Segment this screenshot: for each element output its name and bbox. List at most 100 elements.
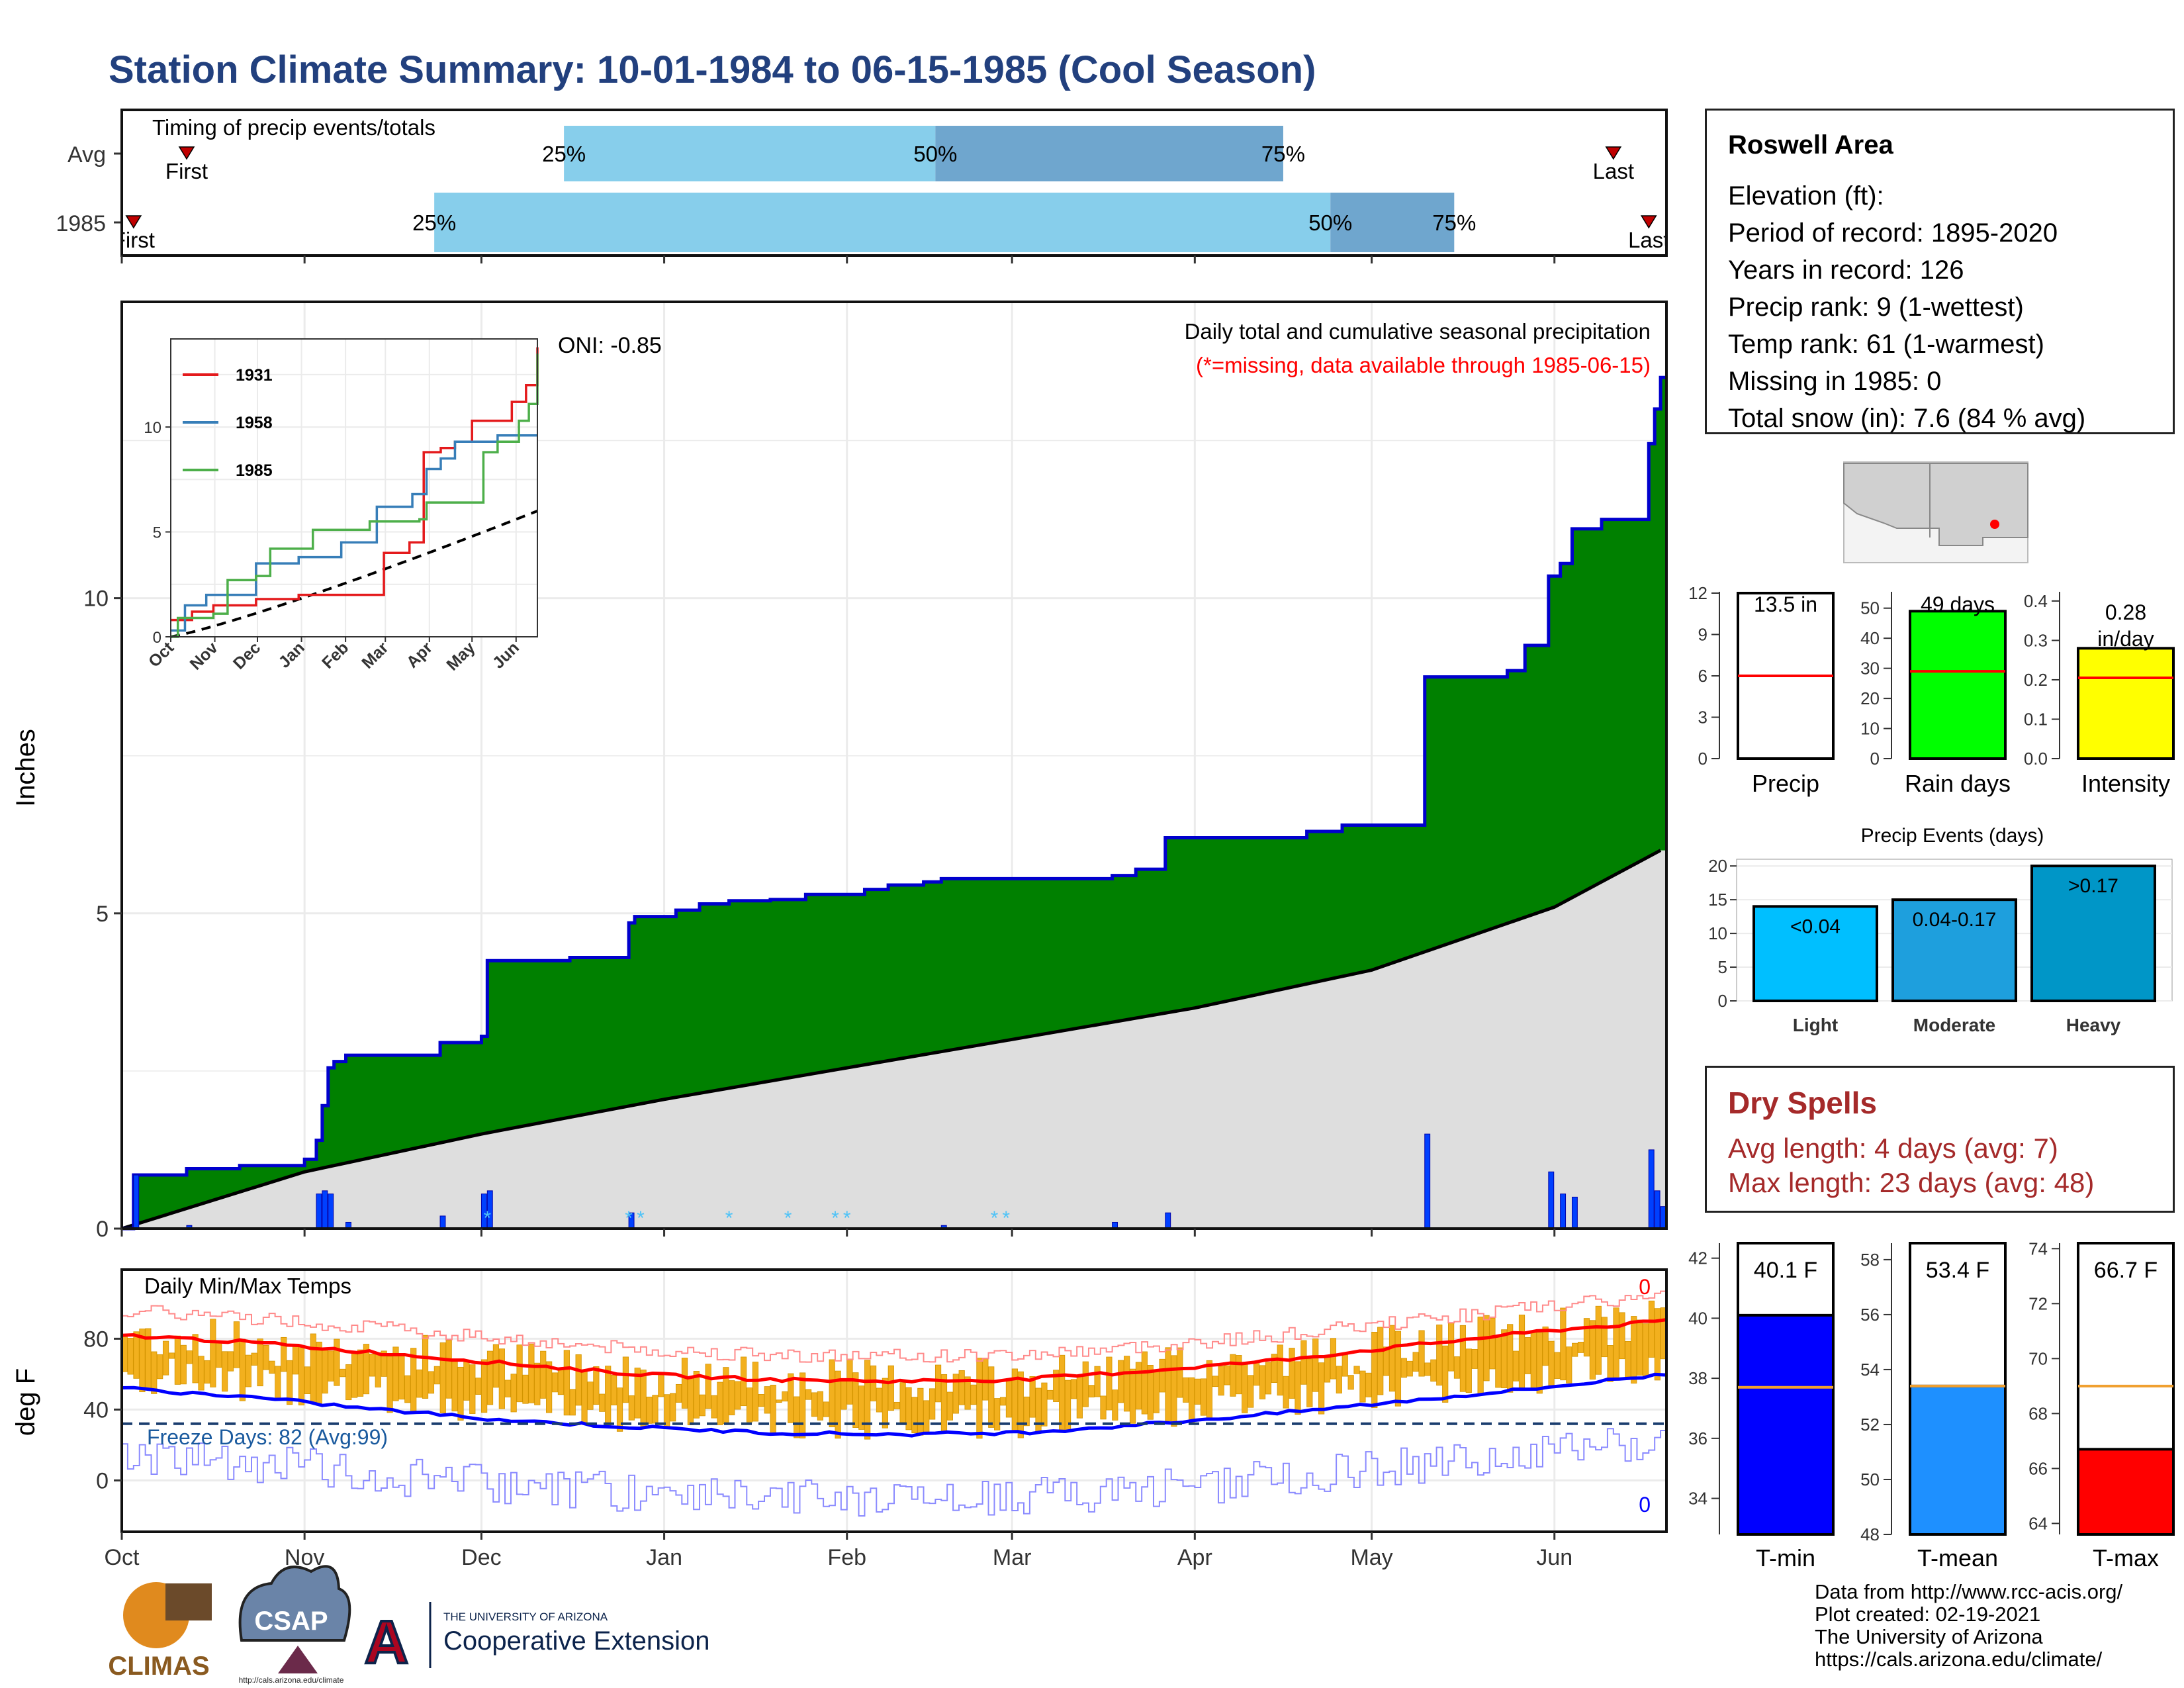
daily-temp-bar bbox=[934, 1364, 942, 1403]
daily-temp-bar bbox=[1206, 1360, 1212, 1419]
daily-temp-bar bbox=[157, 1354, 163, 1380]
daily-temp-bar bbox=[563, 1350, 570, 1416]
daily-temp-bar bbox=[1005, 1380, 1013, 1418]
daily-temp-bar bbox=[534, 1362, 541, 1405]
temp-summary-y-tick-label: 72 bbox=[2028, 1293, 2048, 1313]
daily-temp-bar bbox=[599, 1393, 606, 1412]
ua-logo-big-text: Cooperative Extension bbox=[443, 1626, 709, 1656]
precip-y-axis-label: Inches bbox=[11, 729, 40, 807]
record-high-count: 0 bbox=[1639, 1275, 1651, 1299]
month-tick-label: May bbox=[1350, 1545, 1392, 1570]
daily-temp-bar bbox=[1430, 1359, 1437, 1382]
daily-temp-bar bbox=[622, 1356, 629, 1403]
daily-temp-bar bbox=[1312, 1338, 1319, 1392]
daily-temp-bar bbox=[345, 1364, 352, 1401]
daily-temp-bar bbox=[369, 1354, 375, 1377]
daily-temp-bar bbox=[1336, 1366, 1342, 1394]
inset-legend-label: 1985 bbox=[236, 461, 273, 480]
daily-temp-bar bbox=[593, 1366, 600, 1405]
daily-temp-bar bbox=[1512, 1350, 1520, 1382]
daily-temp-bar bbox=[1147, 1365, 1154, 1420]
daily-temp-bar bbox=[841, 1380, 847, 1410]
daily-temp-bar bbox=[994, 1398, 1001, 1430]
station-elevation: Elevation (ft): bbox=[1728, 181, 1884, 211]
summary-value-label: 49 days bbox=[1921, 592, 1995, 616]
month-tick-label: Dec bbox=[461, 1545, 501, 1570]
daily-temp-bar bbox=[216, 1342, 222, 1368]
daily-temp-bar bbox=[328, 1350, 334, 1382]
daily-temp-bar bbox=[670, 1393, 676, 1422]
summary-y-tick-label: 0.4 bbox=[2024, 591, 2048, 611]
daily-temp-bar bbox=[1324, 1356, 1331, 1383]
daily-temp-bar bbox=[233, 1321, 240, 1368]
daily-temp-bar bbox=[1424, 1362, 1431, 1376]
daily-temp-bar bbox=[799, 1372, 806, 1438]
daily-precip-bar bbox=[439, 1215, 446, 1229]
daily-temp-bar bbox=[758, 1394, 764, 1407]
snow-marker: * bbox=[991, 1207, 999, 1229]
temp-summary-y-tick-label: 70 bbox=[2028, 1348, 2048, 1368]
inset-legend-label: 1958 bbox=[236, 414, 273, 432]
daily-temp-bar bbox=[1383, 1346, 1390, 1376]
summary-category-label: Precip bbox=[1752, 770, 1819, 797]
daily-temp-bar bbox=[398, 1354, 405, 1400]
credit-line: The University of Arizona bbox=[1815, 1625, 2043, 1648]
daily-temp-bar bbox=[729, 1380, 735, 1415]
summary-category-label: Intensity bbox=[2081, 770, 2170, 797]
inset-frame bbox=[170, 338, 538, 637]
climas-logo-mesa bbox=[165, 1583, 212, 1620]
daily-precip-bar bbox=[1654, 1190, 1661, 1229]
daily-temp-bar bbox=[917, 1387, 924, 1436]
daily-temp-bar bbox=[988, 1366, 995, 1428]
daily-temp-bar bbox=[1524, 1337, 1531, 1374]
daily-temp-bar bbox=[375, 1352, 381, 1387]
daily-temp-bar bbox=[522, 1374, 529, 1404]
daily-temp-bar bbox=[1283, 1376, 1289, 1409]
precip-events-y-tick-label: 0 bbox=[1718, 991, 1727, 1011]
daily-temp-bar bbox=[257, 1338, 263, 1387]
csap-logo-mountain bbox=[278, 1646, 318, 1673]
daily-temp-bar bbox=[870, 1365, 877, 1401]
timing-last-label: Last bbox=[1628, 228, 1669, 252]
daily-temp-bar bbox=[439, 1342, 446, 1413]
daily-precip-bar bbox=[316, 1194, 322, 1229]
daily-temp-bar bbox=[310, 1333, 316, 1403]
daily-temp-bar bbox=[1483, 1315, 1490, 1382]
daily-temp-bar bbox=[1607, 1345, 1614, 1382]
temp-summary-y-tick-label: 66 bbox=[2028, 1458, 2048, 1478]
daily-temp-bar bbox=[999, 1397, 1007, 1406]
daily-temp-bar bbox=[1212, 1376, 1218, 1387]
summary-y-tick-label: 0.1 bbox=[2024, 709, 2048, 729]
daily-temp-bar bbox=[882, 1378, 888, 1429]
daily-temp-bar bbox=[1035, 1387, 1042, 1432]
daily-temp-bar bbox=[334, 1338, 340, 1386]
average-cumulative-line bbox=[121, 849, 1662, 1231]
daily-temp-bar bbox=[322, 1348, 328, 1394]
temp-panel-frame bbox=[120, 1268, 1668, 1533]
summary-y-tick-label: 0.3 bbox=[2024, 630, 2048, 650]
dry-spells-max: Max length: 23 days (avg: 48) bbox=[1728, 1167, 2095, 1198]
daily-temp-bar bbox=[1129, 1368, 1136, 1424]
daily-temp-bar bbox=[646, 1396, 653, 1424]
cumulative-precip-line bbox=[122, 375, 1665, 1231]
daily-temp-bar bbox=[263, 1344, 269, 1370]
daily-temp-bar bbox=[805, 1389, 812, 1400]
daily-temp-bar bbox=[287, 1360, 293, 1405]
normal-min-line bbox=[121, 1372, 1667, 1438]
daily-temp-bar bbox=[557, 1370, 565, 1395]
daily-temp-bar bbox=[1518, 1314, 1525, 1388]
precip-events-y-tick-label: 20 bbox=[1708, 856, 1727, 876]
inset-y-tick-label: 0 bbox=[153, 629, 161, 647]
daily-temp-bar bbox=[1589, 1320, 1596, 1380]
credit-line: Data from http://www.rcc-acis.org/ bbox=[1815, 1580, 2123, 1603]
daily-temp-bar bbox=[1577, 1342, 1584, 1353]
summary-y-tick-label: 3 bbox=[1698, 708, 1707, 727]
daily-temp-bar bbox=[605, 1366, 612, 1428]
dry-spells-avg: Avg length: 4 days (avg: 7) bbox=[1728, 1133, 2058, 1164]
timing-p25-label: 25% bbox=[412, 211, 456, 235]
daily-temp-bar bbox=[581, 1371, 588, 1424]
timing-first-label: First bbox=[165, 159, 208, 183]
climas-logo-text: CLIMAS bbox=[108, 1652, 209, 1681]
daily-temp-bar bbox=[387, 1356, 393, 1413]
daily-temp-bar bbox=[1495, 1335, 1502, 1388]
